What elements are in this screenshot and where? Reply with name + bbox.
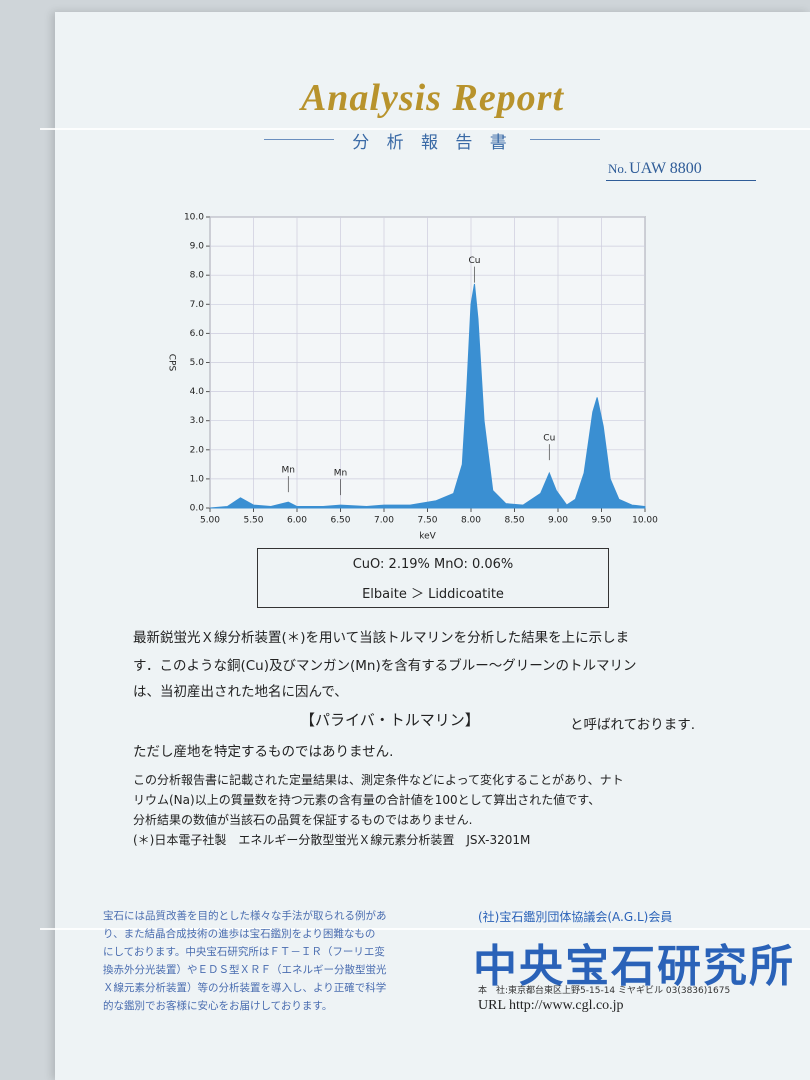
y-tick-label: 5.0 (190, 358, 205, 368)
peak-label: Mn (334, 469, 347, 479)
disclaimer-line: Ｘ線元素分析装置）等の分析装置を導入し、より正確で科学 (103, 982, 387, 994)
y-tick-label: 9.0 (190, 242, 205, 252)
stone-name-suffix: と呼ばれております. (570, 717, 695, 733)
y-tick-label: 6.0 (190, 329, 205, 339)
peak-label: Cu (468, 256, 480, 266)
disclaimer-line: 換赤外分光装置）やＥＤＳ型ＸＲＦ（エネルギー分散型蛍光 (103, 964, 387, 976)
paragraph-line: す．このような銅(Cu)及びマンガン(Mn)を含有するブルー～グリーンのトルマリ… (133, 658, 637, 674)
paper (55, 12, 810, 1080)
composition: CuO: 2.19% MnO: 0.06% (352, 557, 514, 572)
note-line: リウム(Na)以上の質量数を持つ元素の含有量の合計値を100として算出された値で… (133, 793, 601, 807)
peak-label: Cu (543, 434, 555, 444)
x-tick-label: 10.00 (632, 516, 658, 526)
disclaimer-line: 的な鑑別でお客様に安心をお届けしております。 (103, 1000, 333, 1012)
sleeve-edge (40, 928, 810, 930)
x-tick-label: 6.50 (330, 516, 350, 526)
x-tick-label: 9.00 (548, 516, 568, 526)
y-tick-label: 2.0 (190, 445, 205, 455)
y-tick-label: 0.0 (190, 504, 205, 514)
spectrum (209, 283, 646, 509)
peak-label: Mn (282, 466, 295, 476)
x-tick-label: 8.50 (504, 516, 524, 526)
y-axis-label: CPS (167, 354, 177, 372)
y-tick-label: 10.0 (184, 213, 204, 223)
x-tick-label: 9.50 (591, 516, 611, 526)
x-tick-label: 5.00 (200, 516, 220, 526)
sleeve-edge (40, 128, 810, 130)
result-box (257, 548, 609, 608)
note-line: 分析結果の数値が当該石の品質を保証するものではありません. (133, 813, 473, 827)
closing: ただし産地を特定するものではありません. (133, 744, 394, 760)
report-number: No. UAW 8800 (608, 160, 702, 178)
instrument-note: (＊)日本電子社製 エネルギー分散型蛍光Ｘ線元素分析装置 JSX-3201M (133, 833, 531, 847)
x-tick-label: 7.00 (374, 516, 394, 526)
subtitle: 分 析 報 告 書 (352, 133, 513, 153)
number-prefix: No. (608, 161, 628, 176)
note-line: この分析報告書に記載された定量結果は、測定条件などによって変化することがあり、ナ… (133, 773, 624, 787)
y-tick-label: 7.0 (190, 300, 205, 310)
url: URL http://www.cgl.co.jp (478, 998, 624, 1013)
x-tick-label: 7.50 (417, 516, 437, 526)
spectrum-chart: 0.0 1.0 2.0 3.0 4.0 5.0 6.0 7.0 8.0 9.0 10.0 5.00 5.… (167, 213, 659, 542)
y-tick-label: 4.0 (190, 387, 205, 397)
number: UAW 8800 (629, 160, 702, 177)
disclaimer-line: 宝石には品質改善を目的とした様々な手法が取られる例があ (103, 910, 387, 922)
disclaimer-line: にしております。中央宝石研究所はＦＴ－ＩＲ（フーリエ変 (103, 946, 385, 958)
title: Analysis Report (300, 77, 565, 119)
x-axis-label: keV (419, 532, 436, 542)
x-tick-label: 6.00 (287, 516, 307, 526)
address: 本 社:東京都台東区上野5-15-14 ミヤギビル 03(3836)1675 (478, 986, 731, 996)
y-tick-label: 3.0 (190, 416, 205, 426)
rule (606, 180, 756, 181)
paragraph-line: 最新鋭蛍光Ｘ線分析装置(＊)を用いて当該トルマリンを分析した結果を上に示しま (133, 630, 630, 646)
paragraph-line: は、当初産出された地名に因んで、 (133, 684, 348, 700)
disclaimer-line: り、また結晶合成技術の進歩は宝石鑑別をより困難なもの (103, 928, 376, 940)
species: Elbaite ＞ Liddicoatite (362, 587, 504, 602)
x-tick-label: 8.00 (461, 516, 481, 526)
affiliation: (社)宝石鑑別団体協議会(A.G.L)会員 (478, 910, 673, 924)
logo: 中央宝石研究所 (473, 941, 795, 992)
rule (530, 139, 600, 140)
rule (264, 139, 334, 140)
stone-name: 【パライバ・トルマリン】 (300, 711, 480, 729)
x-tick-label: 5.50 (243, 516, 263, 526)
y-tick-label: 8.0 (190, 271, 205, 281)
y-tick-label: 1.0 (190, 474, 205, 484)
